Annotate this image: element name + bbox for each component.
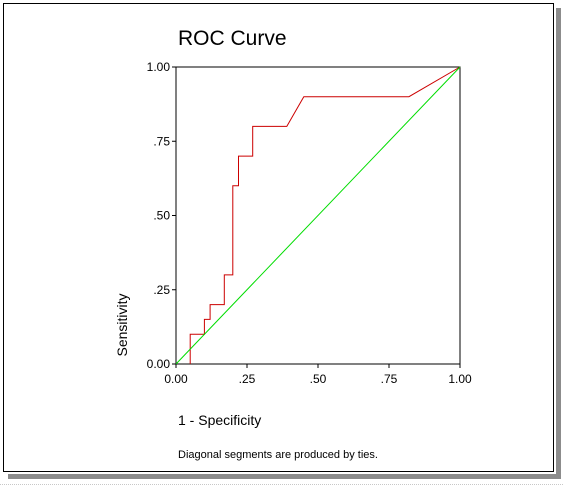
x-tick-label: .25 — [239, 372, 256, 386]
plot-area — [175, 66, 461, 365]
x-tick-label: 1.00 — [448, 372, 472, 386]
reference-diagonal-line — [175, 66, 461, 365]
y-tick-label: 0.00 — [147, 357, 171, 371]
y-axis-label: Sensitivity — [114, 293, 130, 356]
footnote: Diagonal segments are produced by ties. — [178, 449, 378, 461]
y-tick-label: 1.00 — [147, 60, 171, 74]
axis-ticks: 0.00 .25 .50 .75 1.00 0.00 .25 .50 .75 1.00 — [147, 60, 472, 386]
chart-frame — [3, 3, 554, 472]
x-tick-label: 0.00 — [164, 372, 188, 386]
x-tick-label: .75 — [381, 372, 398, 386]
y-tick-label: .50 — [153, 209, 170, 223]
y-tick-label: .25 — [153, 283, 170, 297]
roc-curve-line — [189, 66, 461, 364]
frame-shadow-right — [556, 8, 561, 479]
x-axis-label: 1 - Specificity — [178, 412, 261, 428]
page-bottom-divider — [0, 484, 563, 486]
x-tick-label: .50 — [310, 372, 327, 386]
chart-title: ROC Curve — [178, 27, 287, 50]
frame-shadow-bottom — [8, 474, 561, 479]
y-tick-label: .75 — [153, 134, 170, 148]
